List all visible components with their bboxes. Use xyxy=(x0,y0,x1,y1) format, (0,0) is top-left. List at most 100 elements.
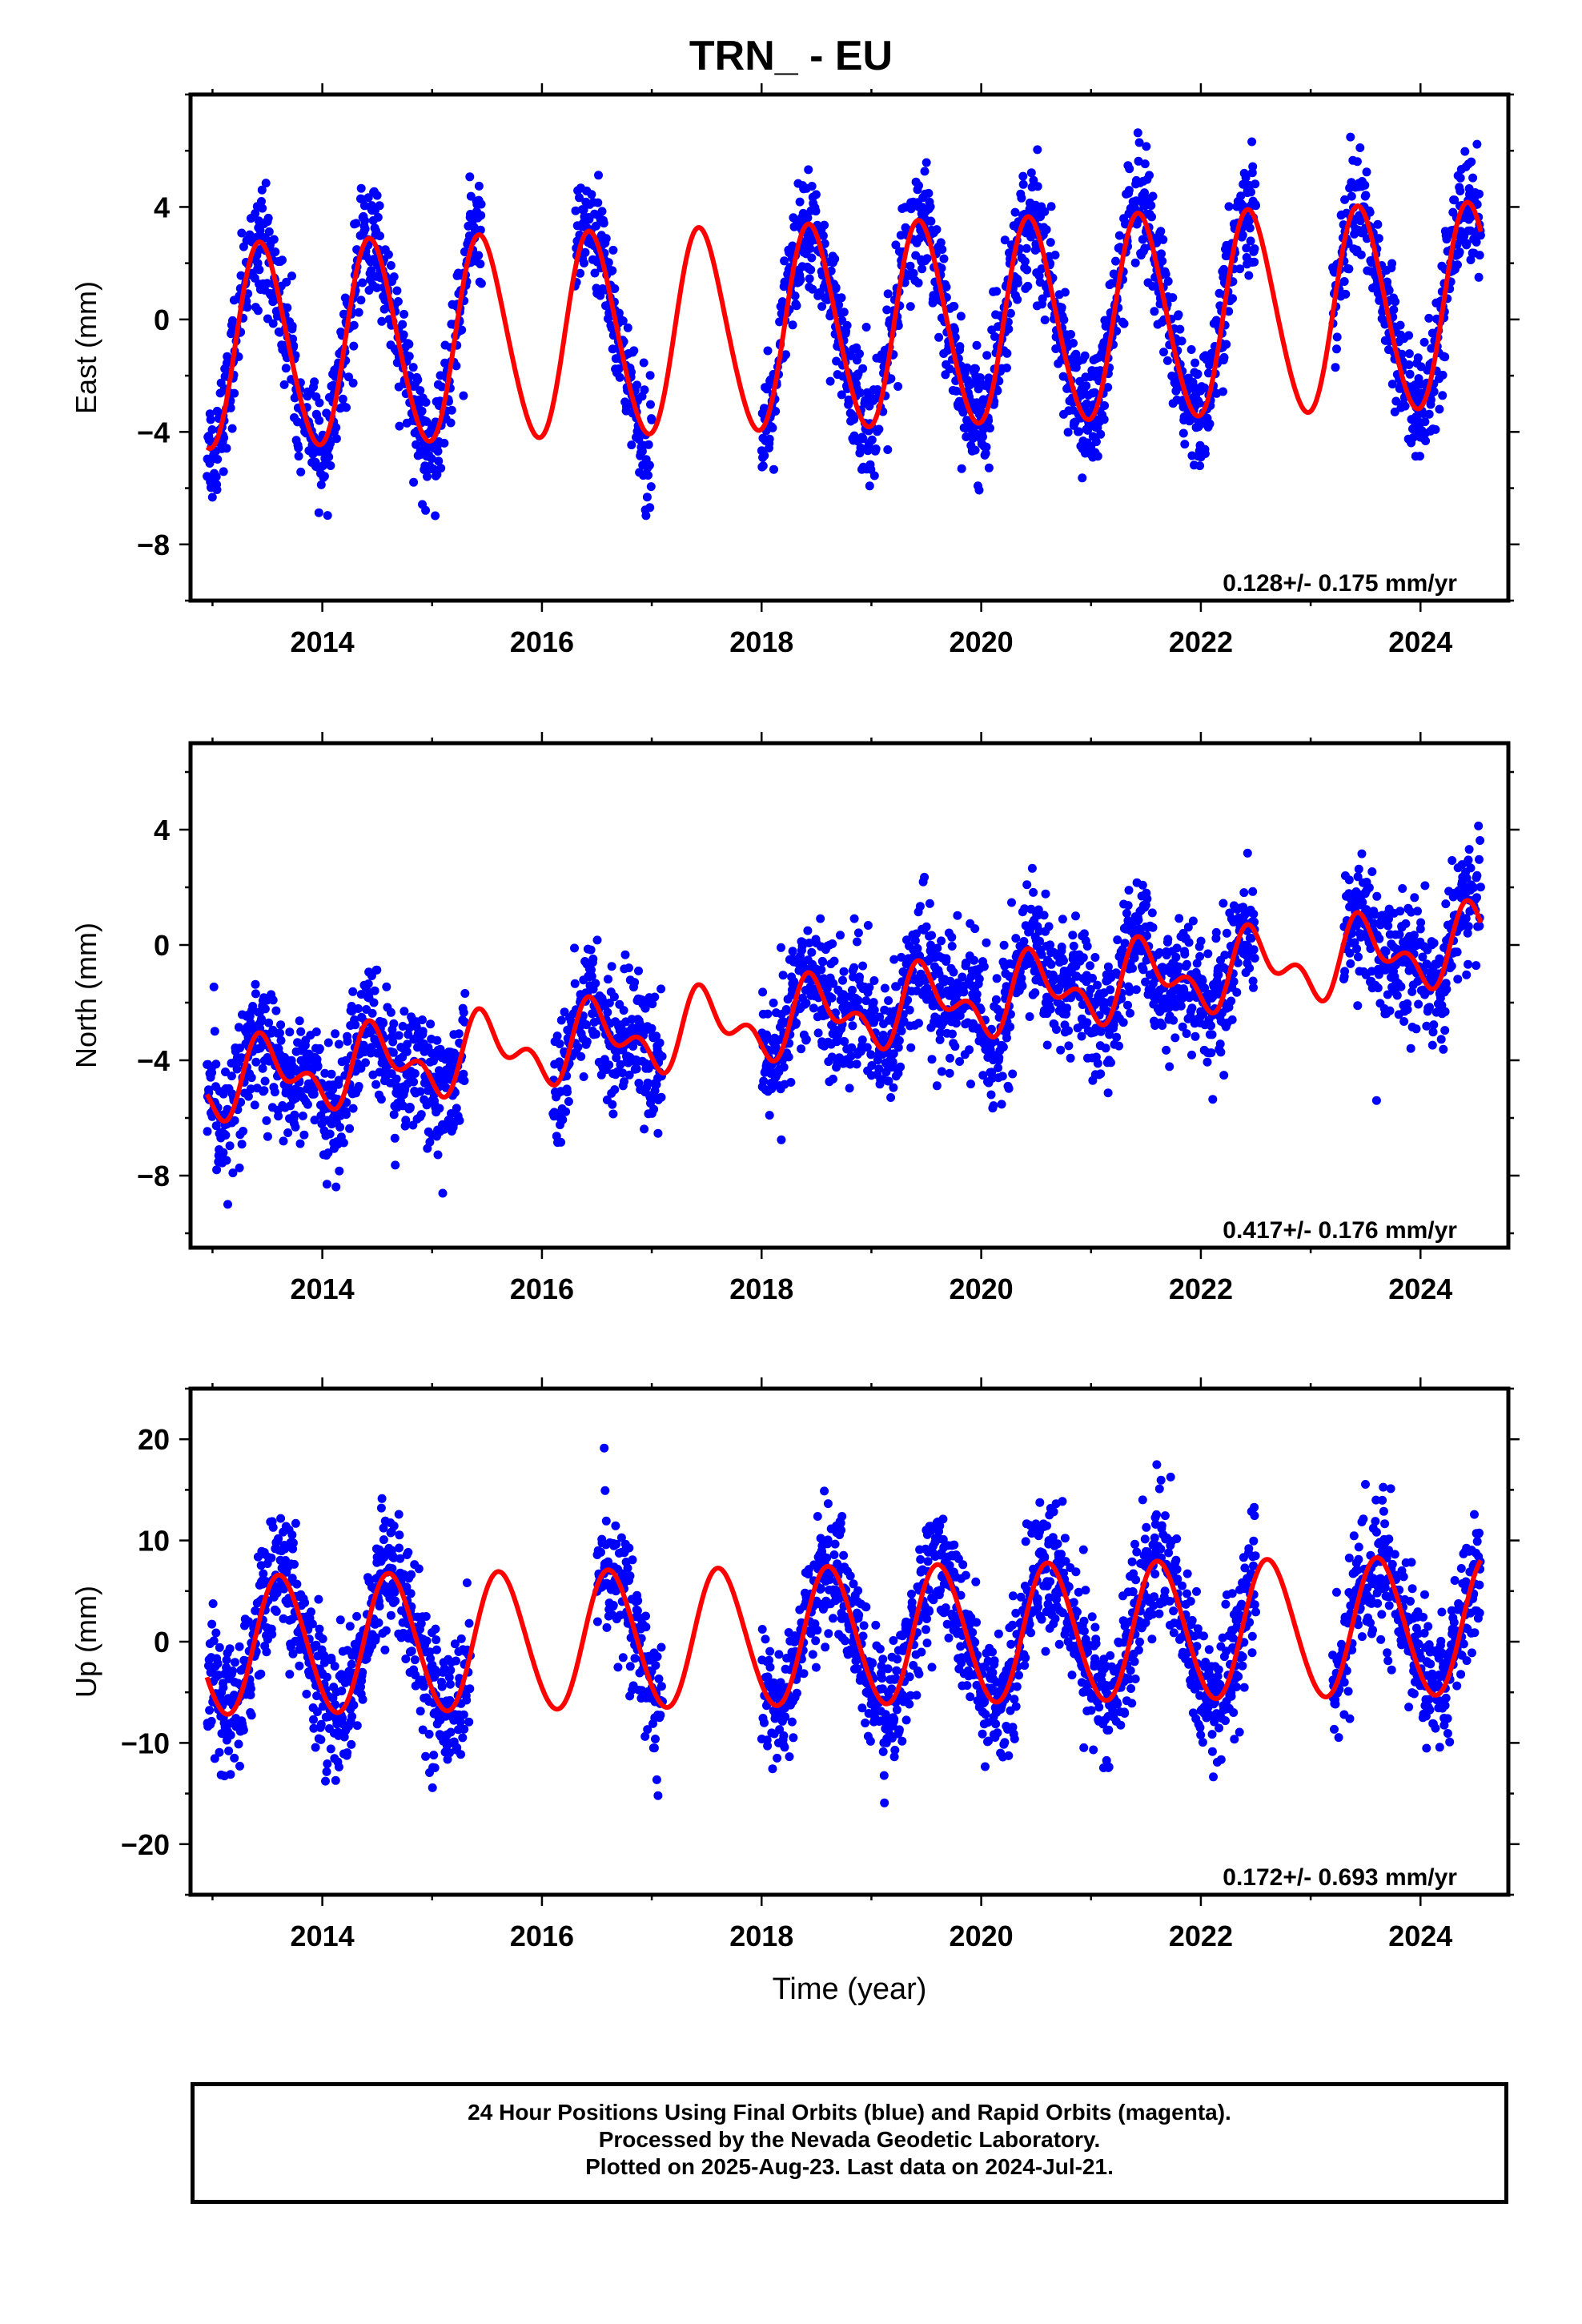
data-point xyxy=(285,1027,295,1037)
data-point xyxy=(655,1038,665,1047)
data-point xyxy=(820,220,829,230)
data-point xyxy=(1414,999,1423,1009)
data-point xyxy=(1229,977,1239,987)
data-point xyxy=(1172,943,1182,953)
data-point xyxy=(399,330,408,340)
data-point xyxy=(1145,171,1154,180)
data-point xyxy=(889,1049,898,1059)
data-point xyxy=(1124,186,1134,195)
data-point xyxy=(950,1042,960,1051)
data-point xyxy=(1374,234,1383,243)
data-point xyxy=(405,1103,415,1112)
data-point xyxy=(1370,910,1379,919)
data-point xyxy=(999,940,1009,950)
data-point xyxy=(431,511,440,521)
data-point xyxy=(1413,353,1423,363)
data-point xyxy=(1035,278,1045,287)
data-point xyxy=(1093,980,1102,990)
x-tick-label: 2024 xyxy=(1388,625,1452,658)
data-point xyxy=(865,983,874,992)
data-point xyxy=(1140,188,1149,198)
data-point xyxy=(765,1111,774,1120)
data-point xyxy=(1242,243,1251,253)
data-point xyxy=(234,1023,243,1032)
data-point xyxy=(279,1136,288,1146)
data-point xyxy=(1020,904,1030,914)
data-point xyxy=(1090,388,1099,397)
data-point xyxy=(978,1071,988,1080)
data-point xyxy=(1352,944,1362,954)
data-point xyxy=(942,282,951,292)
data-point xyxy=(1404,360,1414,369)
data-point xyxy=(1461,914,1471,923)
data-point xyxy=(335,1123,345,1132)
data-point xyxy=(1396,982,1406,991)
data-point xyxy=(288,334,298,344)
data-point xyxy=(455,1116,464,1125)
data-point xyxy=(417,406,427,416)
data-point xyxy=(454,1029,464,1039)
data-point xyxy=(932,225,942,235)
data-point xyxy=(257,185,267,195)
data-point xyxy=(1453,975,1463,984)
data-point xyxy=(270,1088,279,1097)
data-point xyxy=(1472,870,1482,880)
data-point xyxy=(788,947,797,956)
data-point xyxy=(255,265,264,275)
data-point xyxy=(1103,383,1113,392)
data-point xyxy=(1062,1003,1072,1013)
data-point xyxy=(1462,239,1472,248)
data-point xyxy=(811,190,821,199)
data-point xyxy=(1186,345,1196,354)
data-point xyxy=(1456,173,1465,183)
data-point xyxy=(1241,173,1251,183)
data-point xyxy=(982,351,992,360)
data-point xyxy=(1123,1000,1132,1010)
data-point xyxy=(886,374,896,384)
data-point xyxy=(653,1128,663,1138)
data-point xyxy=(398,320,408,329)
data-point xyxy=(1191,1031,1200,1041)
data-point xyxy=(1462,874,1472,883)
data-point xyxy=(1060,287,1070,297)
data-point xyxy=(388,1037,398,1047)
data-point xyxy=(1030,988,1040,998)
data-point xyxy=(1247,934,1256,943)
data-point xyxy=(446,418,456,428)
data-point xyxy=(1424,409,1434,419)
data-point xyxy=(203,1127,212,1136)
data-point xyxy=(894,1035,904,1045)
data-point xyxy=(258,1063,267,1073)
data-point xyxy=(259,1086,269,1096)
data-point xyxy=(1249,909,1259,919)
data-point xyxy=(1066,1053,1075,1063)
data-point xyxy=(1346,132,1355,142)
data-point xyxy=(1187,1050,1196,1059)
data-point xyxy=(460,1017,469,1027)
data-point xyxy=(372,283,382,292)
data-point xyxy=(1046,202,1056,211)
data-point xyxy=(639,358,648,368)
data-point xyxy=(1456,187,1465,195)
data-point xyxy=(857,1035,867,1044)
data-point xyxy=(1113,935,1122,945)
data-point xyxy=(326,461,335,470)
y-tick-label: 4 xyxy=(154,191,170,223)
data-point xyxy=(913,278,923,287)
data-point xyxy=(1069,941,1078,951)
data-point xyxy=(1082,399,1091,408)
data-point xyxy=(410,1069,420,1078)
data-point xyxy=(235,1163,244,1172)
data-point xyxy=(313,1061,323,1071)
data-point xyxy=(925,899,934,908)
data-point xyxy=(610,284,620,293)
data-point xyxy=(587,971,596,981)
data-point xyxy=(433,447,443,456)
data-point xyxy=(212,485,222,494)
data-point xyxy=(1466,863,1476,873)
data-point xyxy=(221,1131,231,1140)
data-point xyxy=(593,198,603,207)
data-point xyxy=(1347,929,1357,938)
data-point xyxy=(948,1029,957,1039)
data-point xyxy=(1174,310,1183,320)
